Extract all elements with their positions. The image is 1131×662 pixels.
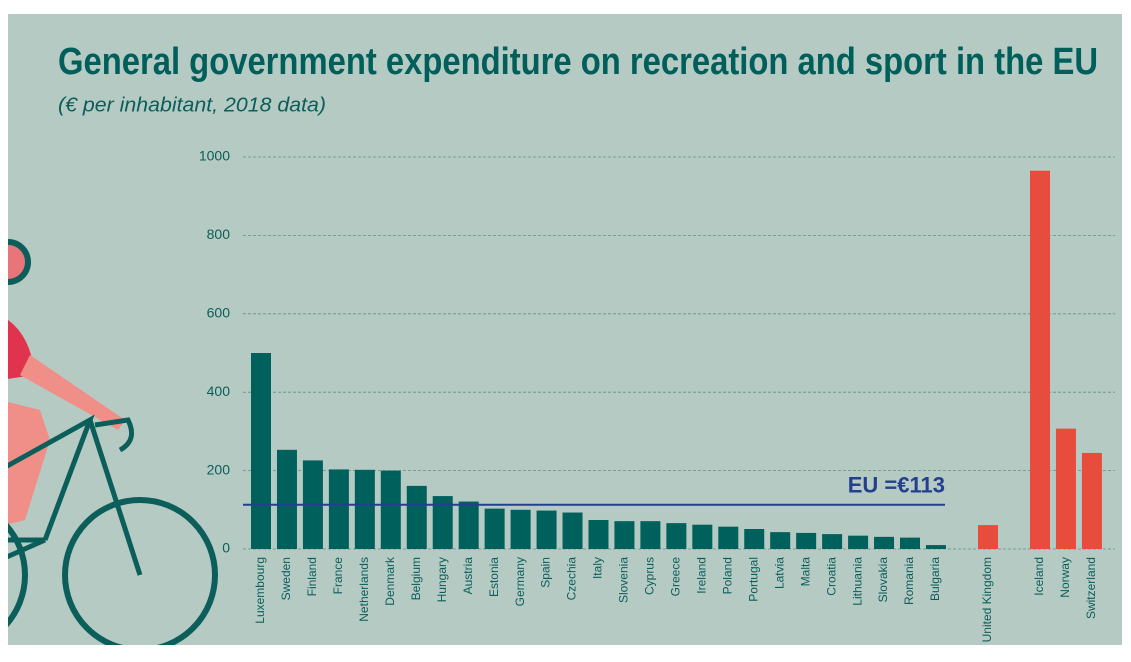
x-tick-label: Spain xyxy=(539,557,553,588)
x-tick-label: Croatia xyxy=(824,557,838,596)
x-tick-label: Germany xyxy=(513,557,527,606)
bar xyxy=(978,525,998,549)
y-tick-label: 800 xyxy=(207,226,231,242)
bar xyxy=(640,521,661,549)
bar xyxy=(770,532,791,549)
bar xyxy=(614,521,635,549)
bar xyxy=(874,536,895,549)
bar xyxy=(380,470,401,549)
x-tick-label: Finland xyxy=(305,557,319,596)
bar xyxy=(822,534,843,549)
y-tick-label: 400 xyxy=(207,383,231,399)
x-tick-label: Slovakia xyxy=(876,557,890,603)
x-tick-label: Latvia xyxy=(772,557,786,589)
bar xyxy=(1055,428,1076,549)
x-tick-label: Switzerland xyxy=(1084,557,1098,619)
x-tick-label: Greece xyxy=(669,557,683,597)
bar xyxy=(510,509,531,549)
y-tick-label: 0 xyxy=(222,540,230,556)
x-tick-label: Hungary xyxy=(435,557,449,602)
bar xyxy=(406,485,427,549)
x-tick-label: United Kingdom xyxy=(980,557,994,642)
bar xyxy=(718,526,739,549)
bar xyxy=(328,469,349,549)
bar xyxy=(432,496,453,549)
bar xyxy=(666,523,687,549)
x-tick-label: Portugal xyxy=(746,557,760,602)
x-tick-label: Poland xyxy=(720,557,734,594)
x-tick-label: Slovenia xyxy=(617,557,631,603)
bar xyxy=(848,535,869,549)
chart-title: General government expenditure on recrea… xyxy=(58,41,1098,83)
x-tick-label: Belgium xyxy=(409,557,423,600)
bar xyxy=(744,529,765,549)
x-tick-label: Malta xyxy=(798,557,812,587)
bar xyxy=(354,469,375,549)
bar xyxy=(1081,452,1102,549)
y-tick-label: 1000 xyxy=(199,148,230,164)
y-tick-label: 600 xyxy=(207,305,231,321)
x-tick-label: Netherlands xyxy=(357,557,371,622)
x-tick-label: France xyxy=(331,557,345,595)
x-tick-label: Norway xyxy=(1058,557,1072,598)
x-tick-label: Italy xyxy=(591,557,605,579)
bar xyxy=(276,449,297,549)
bar xyxy=(796,532,817,549)
bar xyxy=(536,510,557,549)
x-tick-label: Luxembourg xyxy=(253,557,267,624)
x-tick-label: Cyprus xyxy=(643,557,657,595)
x-tick-label: Lithuania xyxy=(850,557,864,606)
x-tick-label: Sweden xyxy=(279,557,293,600)
x-tick-label: Ireland xyxy=(694,557,708,594)
x-tick-label: Austria xyxy=(461,557,475,595)
x-tick-label: Romania xyxy=(902,557,916,605)
x-tick-label: Bulgaria xyxy=(928,557,942,601)
bar xyxy=(458,501,479,549)
x-tick-label: Iceland xyxy=(1032,557,1046,596)
bar xyxy=(1030,170,1050,549)
x-tick-label: Czechia xyxy=(565,557,579,601)
y-tick-label: 200 xyxy=(207,461,231,477)
chart-subtitle: (€ per inhabitant, 2018 data) xyxy=(58,94,326,116)
reference-label: EU =€113 xyxy=(848,473,945,498)
bar xyxy=(692,524,713,549)
bar xyxy=(925,545,946,549)
x-tick-label: Estonia xyxy=(487,557,501,597)
bar xyxy=(251,353,271,549)
cyclist-illustration xyxy=(8,239,218,645)
bar xyxy=(588,519,609,549)
bar xyxy=(900,537,920,549)
bar xyxy=(562,512,583,549)
bar xyxy=(484,508,505,549)
x-tick-label: Denmark xyxy=(383,556,397,606)
